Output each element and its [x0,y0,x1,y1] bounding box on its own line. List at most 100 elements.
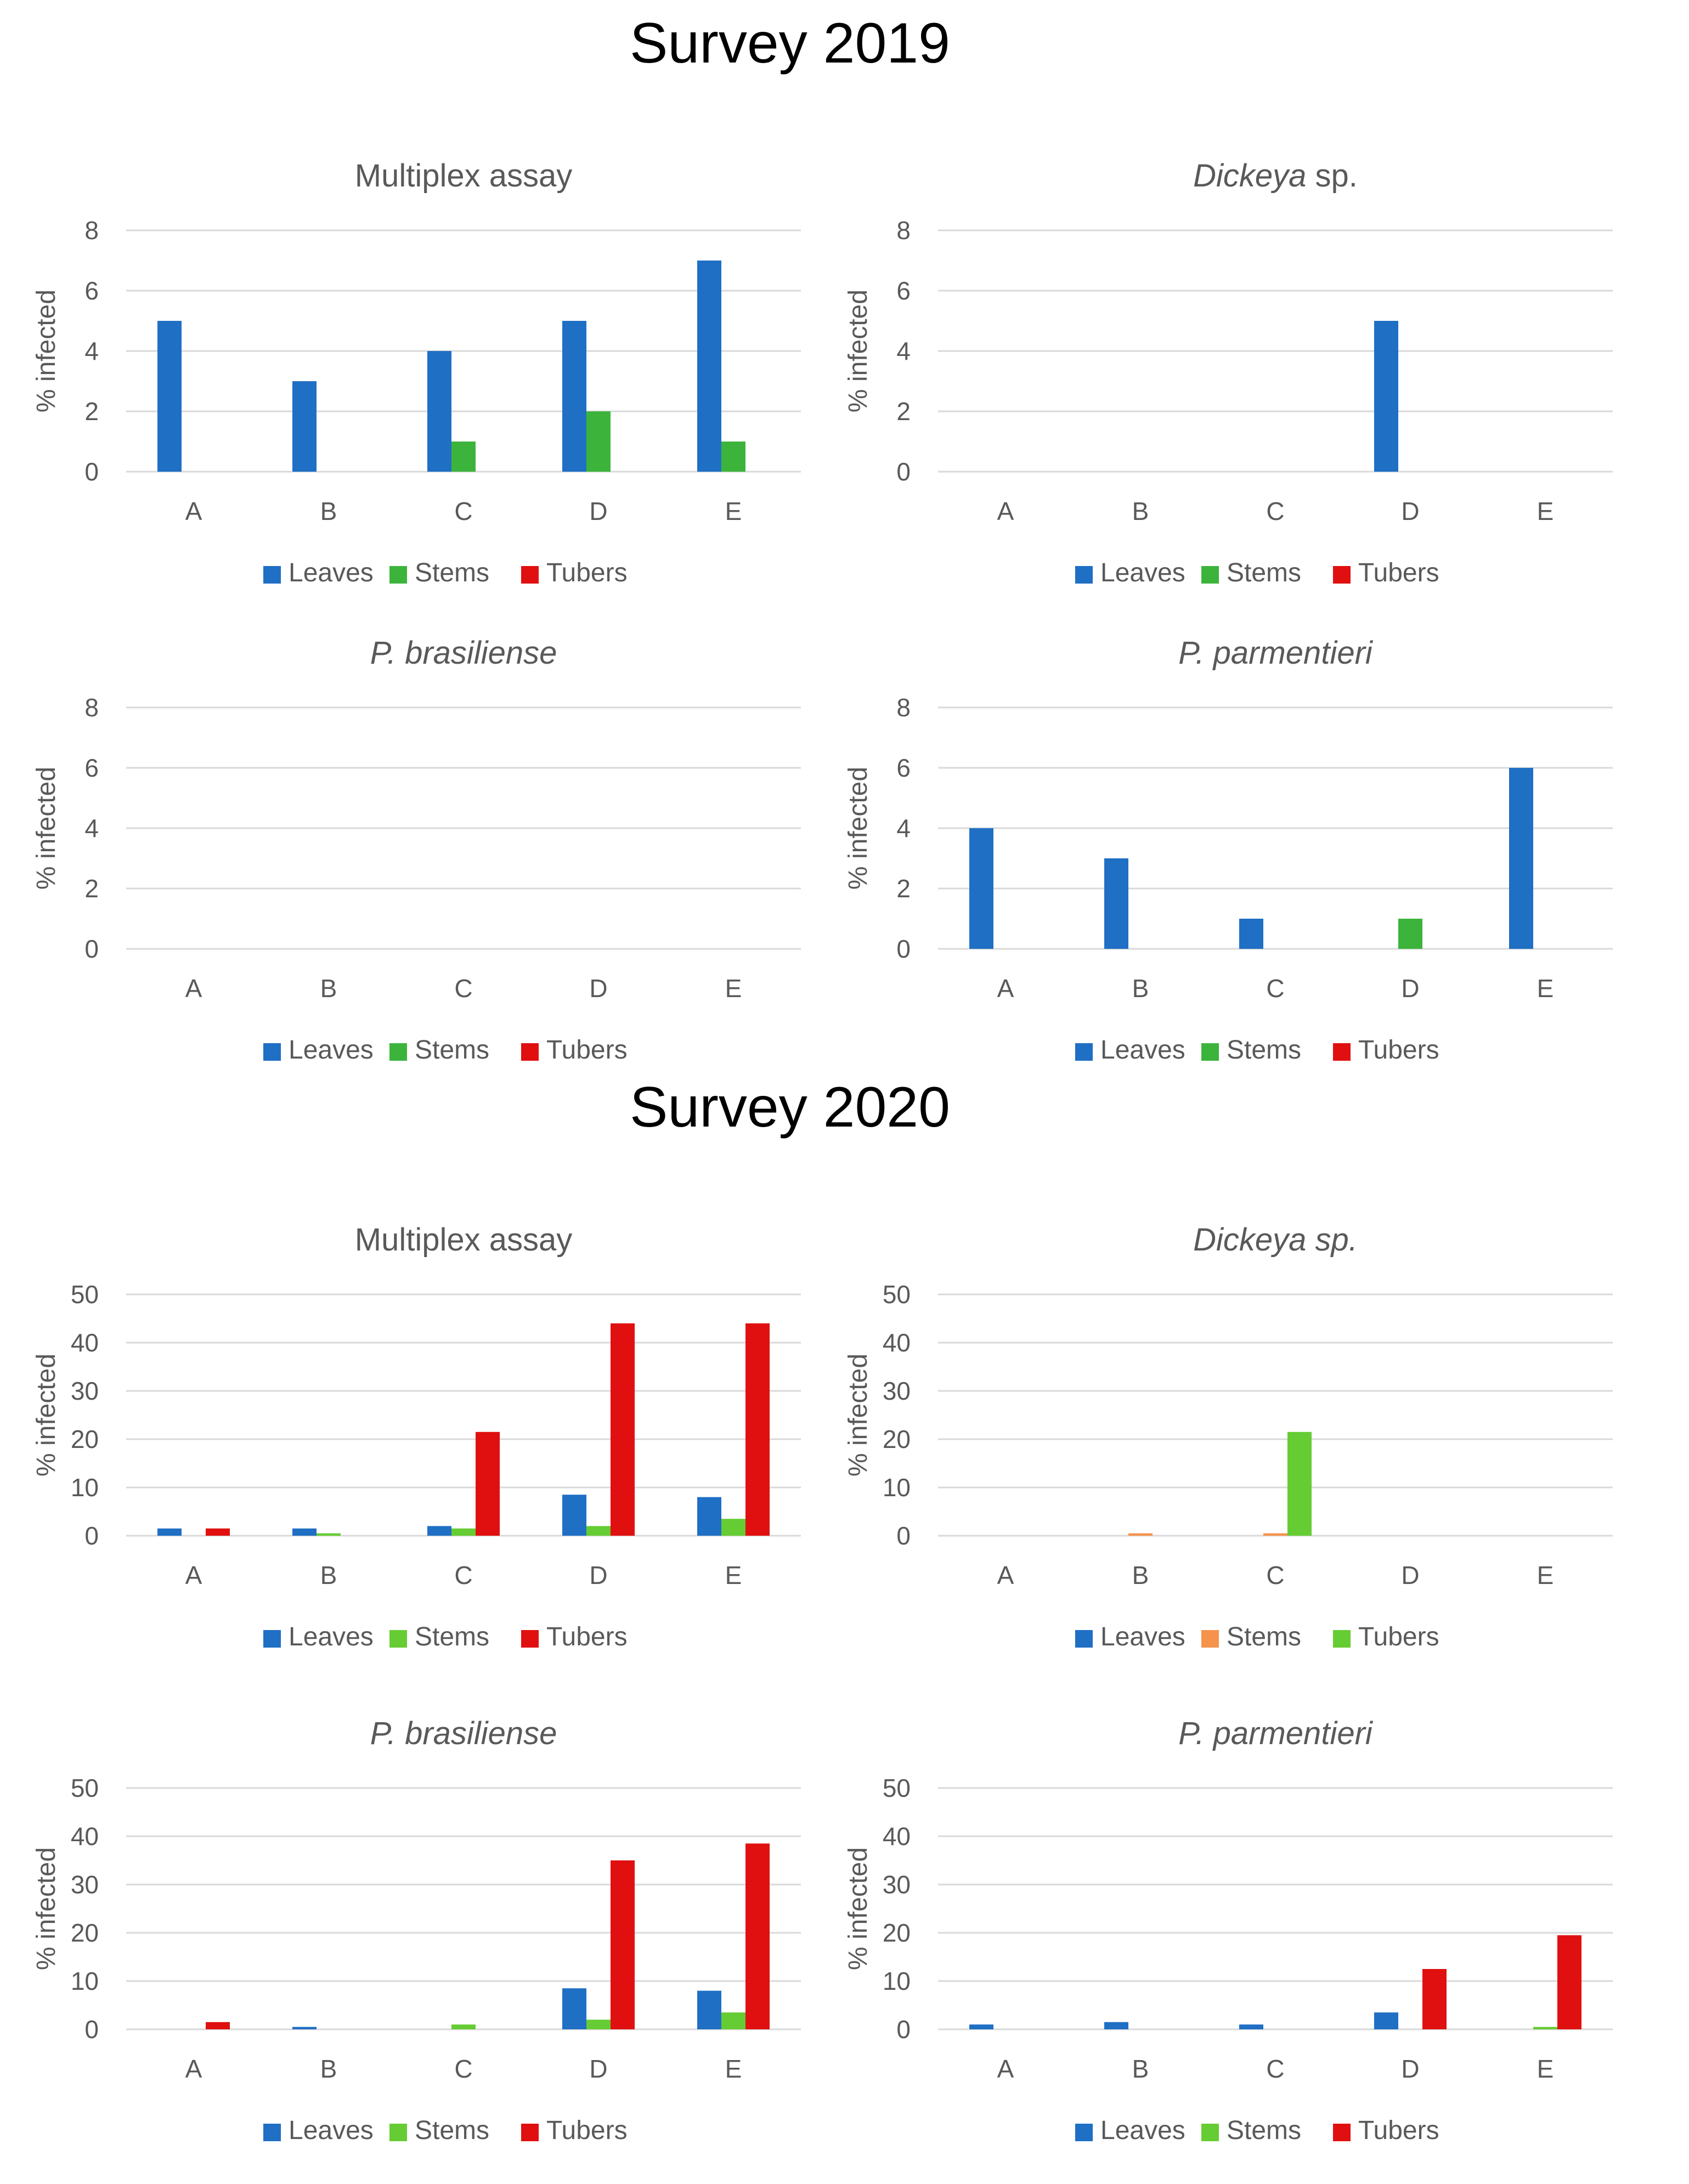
x-tick-label: B [320,2055,337,2083]
legend-label-leaves: Leaves [1100,1622,1185,1651]
legend-swatch-leaves [263,1630,281,1648]
x-tick-label: C [1266,974,1284,1003]
bar-tubers-C [1287,1432,1312,1536]
bar-stems-E [721,2012,745,2029]
chart-title: P. parmentieri [1178,635,1374,671]
chart-title: P. brasiliense [370,635,557,671]
chart-title-suffix: sp. [1306,158,1358,194]
bar-stems-E [721,1519,745,1536]
legend-swatch-stems [389,566,407,584]
x-tick-label: C [454,497,472,525]
bar-tubers-E [745,1323,770,1536]
bar-leaves-C [427,1526,451,1536]
x-tick-label: A [185,497,202,525]
bar-stems-E [1533,2027,1557,2029]
legend-swatch-stems [1201,2124,1219,2141]
y-tick-label: 40 [71,1822,99,1851]
legend-label-leaves: Leaves [289,1622,374,1651]
y-axis-label: % infected [844,1847,873,1970]
x-tick-label: A [185,2055,202,2083]
y-tick-label: 0 [84,457,99,486]
y-tick-label: 6 [896,276,911,305]
x-tick-label: D [589,1561,607,1589]
y-tick-label: 4 [84,814,99,842]
y-tick-label: 40 [883,1822,911,1851]
bar-stems-D [586,2019,611,2029]
y-tick-label: 0 [84,2015,99,2044]
legend-swatch-leaves [1075,566,1093,584]
chart-2020-p-parmentieri: P. parmentieri 0 10 20 30 40 50 % infected A B C D E… [834,1700,1646,2172]
x-tick-label: B [320,1561,337,1589]
bar-leaves-E [697,261,721,472]
bar-tubers-D [611,1860,635,2029]
x-tick-label: E [1537,1561,1554,1589]
y-tick-label: 10 [883,1967,911,1995]
legend-swatch-stems [389,1043,407,1061]
x-tick-label: A [997,1561,1014,1589]
chart-svg: P. brasiliense 0 10 20 30 40 50 % infected A B C D E… [32,1716,801,2145]
bar-stems-C [451,442,476,472]
legend-swatch-stems [1201,1630,1219,1648]
legend-swatch-leaves [263,1043,281,1061]
bar-stems-D [586,411,611,472]
bar-leaves-D [1374,2012,1398,2029]
y-tick-label: 4 [896,814,911,842]
legend-label-tubers: Tubers [546,1036,628,1065]
chart-2020-multiplex: Multiplex assay 0 10 20 30 40 50 % infected A B C D… [22,1207,834,1678]
bar-leaves-A [157,321,182,472]
y-tick-label: 50 [71,1280,99,1309]
y-tick-label: 6 [84,276,99,305]
legend-label-leaves: Leaves [289,2116,374,2145]
chart-title-italic: P. parmentieri [1178,635,1374,671]
x-tick-label: B [1132,1561,1149,1589]
bar-leaves-B [292,1528,317,1536]
y-tick-label: 0 [84,1521,99,1550]
bar-tubers-D [611,1323,635,1536]
bar-leaves-A [157,1528,182,1536]
bar-leaves-D [562,321,586,472]
x-tick-label: E [1537,497,1554,525]
chart-title: P. parmentieri [1178,1716,1374,1751]
bar-tubers-E [745,1843,770,2029]
y-tick-label: 2 [896,874,911,903]
y-axis-label: % infected [32,767,61,890]
legend-label-tubers: Tubers [1358,2116,1439,2145]
y-tick-label: 8 [84,693,99,722]
x-tick-label: C [454,974,472,1003]
chart-title-italic: Dickeya sp. [1193,1222,1358,1258]
x-tick-label: D [1401,974,1419,1003]
legend-label-tubers: Tubers [546,2116,628,2145]
x-tick-label: A [997,974,1014,1003]
y-tick-label: 40 [71,1328,99,1357]
bar-stems-D [586,1526,611,1536]
x-tick-label: C [454,2055,472,2083]
bar-tubers-E [1557,1935,1581,2029]
legend-label-leaves: Leaves [1100,1036,1185,1065]
legend-label-leaves: Leaves [289,558,374,587]
legend-swatch-leaves [1075,2124,1093,2141]
y-tick-label: 40 [883,1328,911,1357]
bar-stems-E [721,442,745,472]
y-axis-label: % infected [32,1354,61,1476]
y-tick-label: 0 [896,457,911,486]
y-tick-label: 6 [84,754,99,782]
bar-leaves-B [1104,2022,1128,2029]
chart-title: Multiplex assay [355,1222,572,1258]
y-tick-label: 50 [71,1774,99,1802]
y-tick-label: 4 [896,337,911,365]
y-tick-label: 0 [896,935,911,963]
bar-leaves-A [969,2024,993,2029]
y-tick-label: 30 [71,1870,99,1899]
x-tick-label: E [725,1561,742,1589]
x-tick-label: D [589,2055,607,2083]
x-tick-label: C [1266,497,1284,525]
bar-leaves-E [697,1497,721,1536]
y-tick-label: 8 [84,216,99,245]
y-tick-label: 20 [883,1425,911,1453]
x-tick-label: E [725,974,742,1003]
chart-svg: Multiplex assay 0 10 20 30 40 50 % infected A B C D… [32,1222,801,1651]
y-tick-label: 2 [84,874,99,903]
chart-title: P. brasiliense [370,1716,557,1751]
legend-label-stems: Stems [415,1622,489,1651]
chart-title: Dickeya sp. [1193,158,1358,194]
